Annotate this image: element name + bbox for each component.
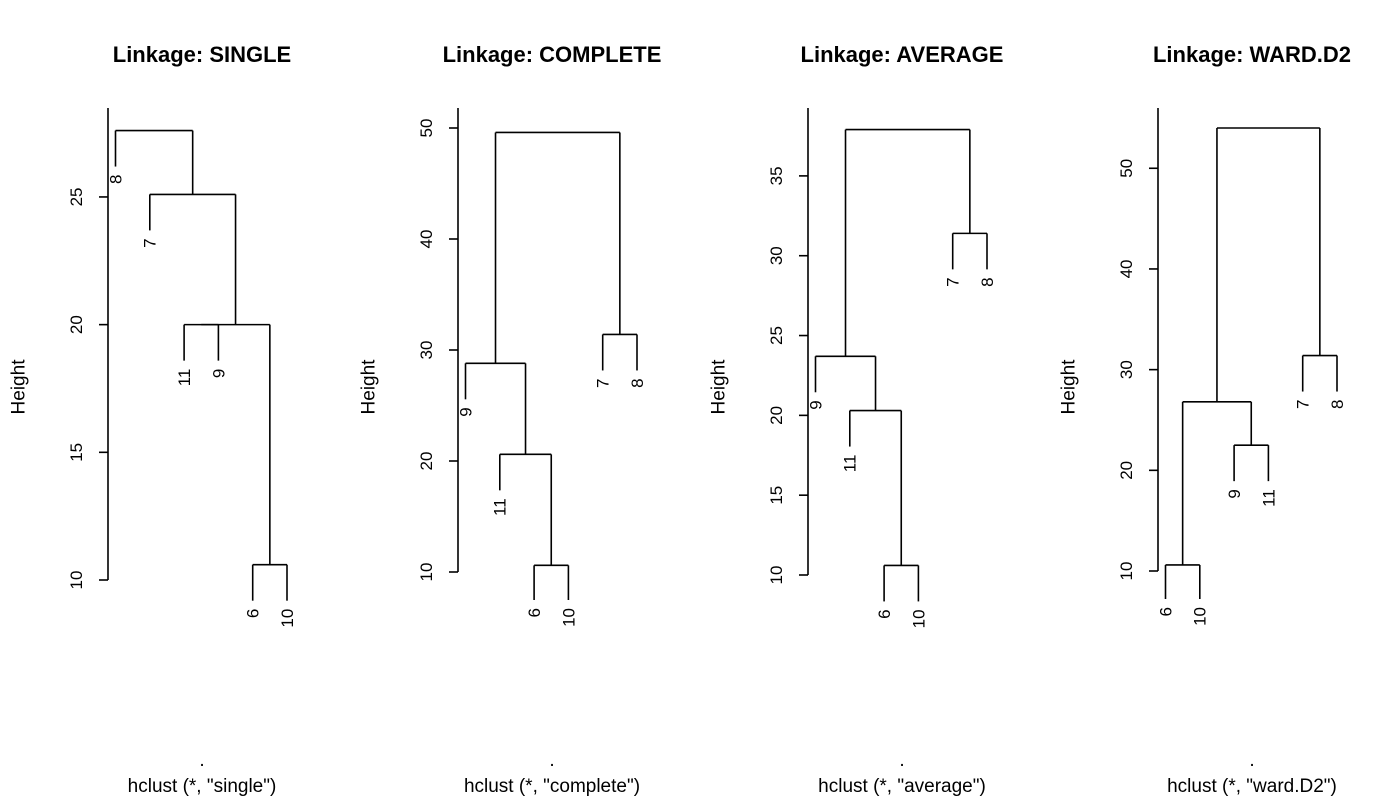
leaf-label: 6	[244, 609, 263, 618]
leaf-label: 9	[806, 400, 825, 409]
chart-title: Linkage: COMPLETE	[443, 42, 662, 67]
leaf-label: 8	[628, 378, 647, 387]
y-tick-label: 50	[417, 119, 436, 138]
sub-label: hclust (*, "ward.D2")	[1167, 776, 1337, 797]
dendrogram-panel-1: Linkage: SINGLE 10 15 20 25 Height. hclust (*,…	[9, 42, 297, 797]
y-tick-label: 40	[417, 230, 436, 249]
y-tick-label: 15	[767, 486, 786, 505]
leaf-label: 11	[175, 369, 194, 387]
leaf-label: 7	[944, 277, 963, 286]
y-tick-label: 20	[767, 406, 786, 425]
y-axis-label: Height	[359, 359, 380, 415]
leaf-label: 8	[978, 277, 997, 286]
leaf-label: 8	[1328, 400, 1347, 409]
x-axis-label: .	[1249, 750, 1254, 771]
y-axis-label: Height	[9, 359, 30, 415]
x-axis-label: .	[899, 750, 904, 771]
sub-label: hclust (*, "single")	[128, 776, 277, 797]
y-tick-label: 30	[417, 341, 436, 360]
leaf-label: 7	[141, 238, 160, 247]
leaf-label: 10	[559, 608, 578, 627]
leaf-label: 9	[209, 369, 228, 378]
y-tick-label: 30	[767, 246, 786, 265]
leaf-label: 11	[1259, 489, 1278, 507]
y-tick-label: 10	[417, 563, 436, 582]
leaf-label: 10	[909, 609, 928, 628]
leaf-label: 6	[525, 608, 544, 617]
dendrogram-panel-4: Linkage: WARD.D2 10 20 30 40 50 Height. hclust …	[1059, 42, 1351, 797]
x-axis-label: .	[549, 750, 554, 771]
y-tick-label: 25	[767, 326, 786, 345]
y-tick-label: 10	[67, 571, 86, 590]
y-tick-label: 20	[67, 315, 86, 334]
y-tick-label: 40	[1117, 259, 1136, 278]
y-tick-label: 15	[67, 443, 86, 462]
y-tick-label: 30	[1117, 360, 1136, 379]
y-tick-label: 20	[1117, 461, 1136, 480]
y-tick-label: 10	[1117, 562, 1136, 581]
x-axis-label: .	[199, 750, 204, 771]
y-tick-label: 25	[67, 187, 86, 206]
leaf-label: 10	[1191, 607, 1210, 626]
leaf-label: 11	[491, 498, 510, 516]
leaf-label: 8	[106, 175, 125, 184]
leaf-label: 9	[456, 407, 475, 416]
leaf-label: 6	[875, 609, 894, 618]
dendrogram-panel-3: Linkage: AVERAGE 10 15 20 25 30 35 Height. hclus…	[709, 42, 1004, 797]
leaf-label: 6	[1156, 607, 1175, 616]
chart-title: Linkage: WARD.D2	[1153, 42, 1351, 67]
leaf-label: 10	[278, 609, 297, 628]
leaf-label: 7	[1294, 400, 1313, 409]
y-tick-label: 10	[767, 566, 786, 585]
leaf-label: 7	[594, 378, 613, 387]
chart-title: Linkage: SINGLE	[113, 42, 291, 67]
y-tick-label: 50	[1117, 159, 1136, 178]
y-tick-label: 20	[417, 452, 436, 471]
dendrogram-panel-2: Linkage: COMPLETE 10 20 30 40 50 Height. hclust…	[359, 42, 662, 797]
sub-label: hclust (*, "complete")	[464, 776, 640, 797]
y-axis-label: Height	[709, 359, 730, 415]
leaf-label: 11	[841, 455, 860, 473]
y-tick-label: 35	[767, 166, 786, 185]
sub-label: hclust (*, "average")	[818, 776, 986, 797]
leaf-label: 9	[1225, 489, 1244, 498]
chart-title: Linkage: AVERAGE	[801, 42, 1004, 67]
y-axis-label: Height	[1059, 359, 1080, 415]
